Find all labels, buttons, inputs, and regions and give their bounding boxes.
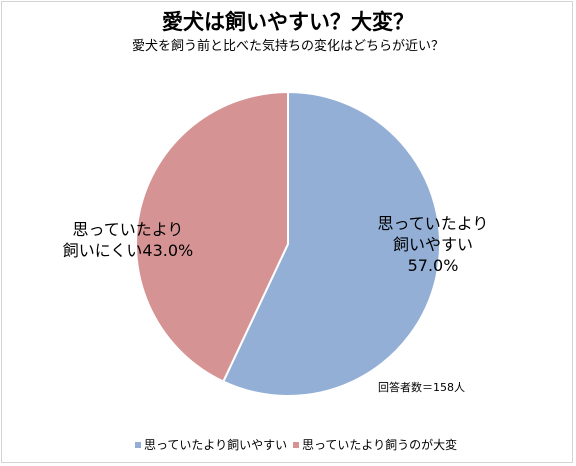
slice-label-line: 思っていたより — [73, 220, 184, 239]
chart-legend: 思っていたより飼いやすい 思っていたより飼うのが大変 — [135, 437, 457, 452]
slice-label-1: 思っていたより飼いやすい 57.0% — [378, 214, 489, 275]
slice-label-line: 思っていたより — [378, 214, 489, 233]
slice-label-line: 飼いにくい43.0% — [63, 241, 194, 260]
chart-subtitle: 愛犬を飼う前と比べた気持ちの変化はどちらが近い？ — [132, 38, 444, 54]
pie-slice-1 — [221, 90, 441, 397]
legend-label-2: 思っていたより飼うのが大変 — [302, 437, 457, 452]
slice-label-line: 57.0% — [408, 256, 459, 275]
slice-label-line: 飼いやすい — [393, 235, 473, 254]
legend-swatch-2 — [293, 442, 299, 448]
chart-title: 愛犬は飼いやすい？大変？ — [162, 10, 414, 34]
respondent-count-note: 回答者数＝158人 — [378, 380, 465, 394]
pie-slices — [135, 90, 441, 397]
legend-swatch-1 — [135, 442, 141, 448]
pie-slice-2 — [135, 90, 289, 383]
legend-label-1: 思っていたより飼いやすい — [144, 437, 287, 452]
slice-label-2: 思っていたより飼いにくい43.0% — [63, 220, 194, 260]
slice-labels: 思っていたより飼いやすい 57.0%思っていたより飼いにくい43.0% — [63, 214, 489, 275]
